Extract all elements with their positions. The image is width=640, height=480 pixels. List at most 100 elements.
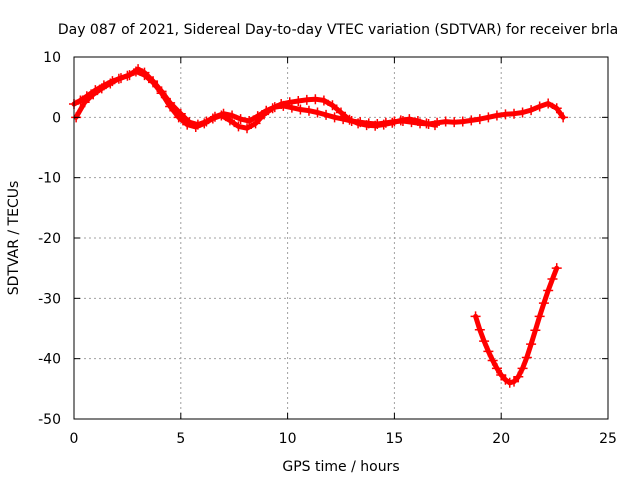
data-point — [216, 110, 227, 121]
data-point — [207, 113, 218, 124]
data-point — [96, 83, 107, 94]
data-point — [303, 105, 314, 116]
data-point — [224, 115, 235, 126]
data-point — [321, 109, 332, 120]
data-point — [474, 324, 485, 335]
data-point — [378, 119, 389, 130]
data-point — [547, 274, 558, 285]
data-point — [284, 97, 295, 108]
data-point — [353, 118, 364, 129]
data-point — [165, 101, 176, 112]
data-point — [139, 70, 150, 81]
data-point — [79, 97, 90, 108]
data-point — [558, 112, 569, 123]
y-tick-label: -40 — [38, 352, 61, 368]
data-point — [449, 117, 460, 128]
data-point — [361, 120, 372, 131]
data-point — [543, 285, 554, 296]
data-point — [387, 117, 398, 128]
data-point — [199, 118, 210, 129]
data-point — [500, 109, 511, 120]
data-series — [69, 64, 569, 388]
data-point — [301, 94, 312, 105]
data-point — [242, 123, 253, 134]
x-tick-label: 20 — [492, 431, 510, 447]
data-point — [173, 112, 184, 123]
data-point — [295, 104, 306, 115]
data-point — [404, 114, 415, 125]
data-point — [235, 114, 246, 125]
tick-marks — [73, 56, 609, 420]
data-point — [466, 115, 477, 126]
data-point — [190, 121, 201, 132]
chart-title: Day 087 of 2021, Sidereal Day-to-day VTE… — [58, 22, 618, 38]
y-tick-label: -50 — [38, 412, 61, 428]
data-point — [336, 107, 346, 118]
data-point — [504, 377, 515, 388]
x-tick-label: 25 — [599, 431, 617, 447]
y-tick-labels: 10 0 -10 -20 -30 -40 -50 — [38, 50, 61, 428]
y-tick-label: -20 — [38, 231, 61, 247]
data-point — [526, 339, 537, 350]
data-point — [551, 103, 562, 114]
data-point — [412, 115, 423, 126]
data-point — [491, 363, 502, 374]
series-line-dip-track — [473, 265, 560, 386]
x-axis-label: GPS time / hours — [282, 459, 399, 475]
data-point — [105, 78, 116, 89]
data-point — [312, 107, 323, 118]
data-point — [233, 121, 244, 132]
data-point — [130, 66, 141, 77]
data-point — [440, 116, 451, 127]
y-tick-label: 0 — [52, 110, 61, 126]
data-point — [517, 107, 528, 118]
y-tick-label: -30 — [38, 291, 61, 307]
x-tick-label: 0 — [70, 431, 79, 447]
data-point — [496, 369, 507, 380]
data-point — [534, 101, 545, 112]
data-point — [182, 119, 193, 130]
data-point — [530, 325, 541, 336]
x-tick-label: 5 — [176, 431, 185, 447]
data-point — [470, 311, 481, 322]
data-point — [521, 352, 532, 363]
data-point — [526, 105, 537, 116]
data-point — [457, 116, 468, 127]
data-point — [88, 89, 99, 100]
data-point — [534, 311, 545, 322]
data-point — [318, 95, 329, 106]
data-point — [543, 98, 554, 109]
data-point — [276, 99, 287, 110]
data-point — [551, 263, 562, 274]
data-point — [156, 88, 167, 99]
data-point — [293, 96, 304, 107]
data-point — [487, 355, 498, 366]
data-point — [509, 108, 520, 119]
data-point — [310, 94, 321, 105]
data-point — [395, 115, 406, 126]
data-point — [509, 376, 520, 387]
data-point — [474, 114, 485, 125]
x-tick-label: 15 — [385, 431, 403, 447]
data-point — [148, 77, 159, 88]
data-point — [370, 120, 381, 131]
data-point — [491, 110, 502, 121]
y-tick-label: 10 — [43, 50, 61, 66]
data-point — [113, 73, 124, 84]
data-point — [344, 114, 355, 125]
x-tick-label: 10 — [279, 431, 297, 447]
data-point — [421, 118, 432, 129]
data-point — [483, 346, 494, 357]
data-point — [538, 298, 549, 309]
data-point — [267, 103, 278, 114]
data-point — [122, 70, 133, 81]
x-tick-labels: 0 5 10 15 20 25 — [70, 431, 617, 447]
data-point — [429, 120, 440, 131]
data-point — [483, 112, 494, 123]
data-point — [329, 112, 340, 123]
data-point — [327, 100, 338, 111]
y-axis-label: SDTVAR / TECUs — [6, 181, 22, 296]
data-point — [250, 118, 261, 129]
data-point — [517, 363, 528, 374]
